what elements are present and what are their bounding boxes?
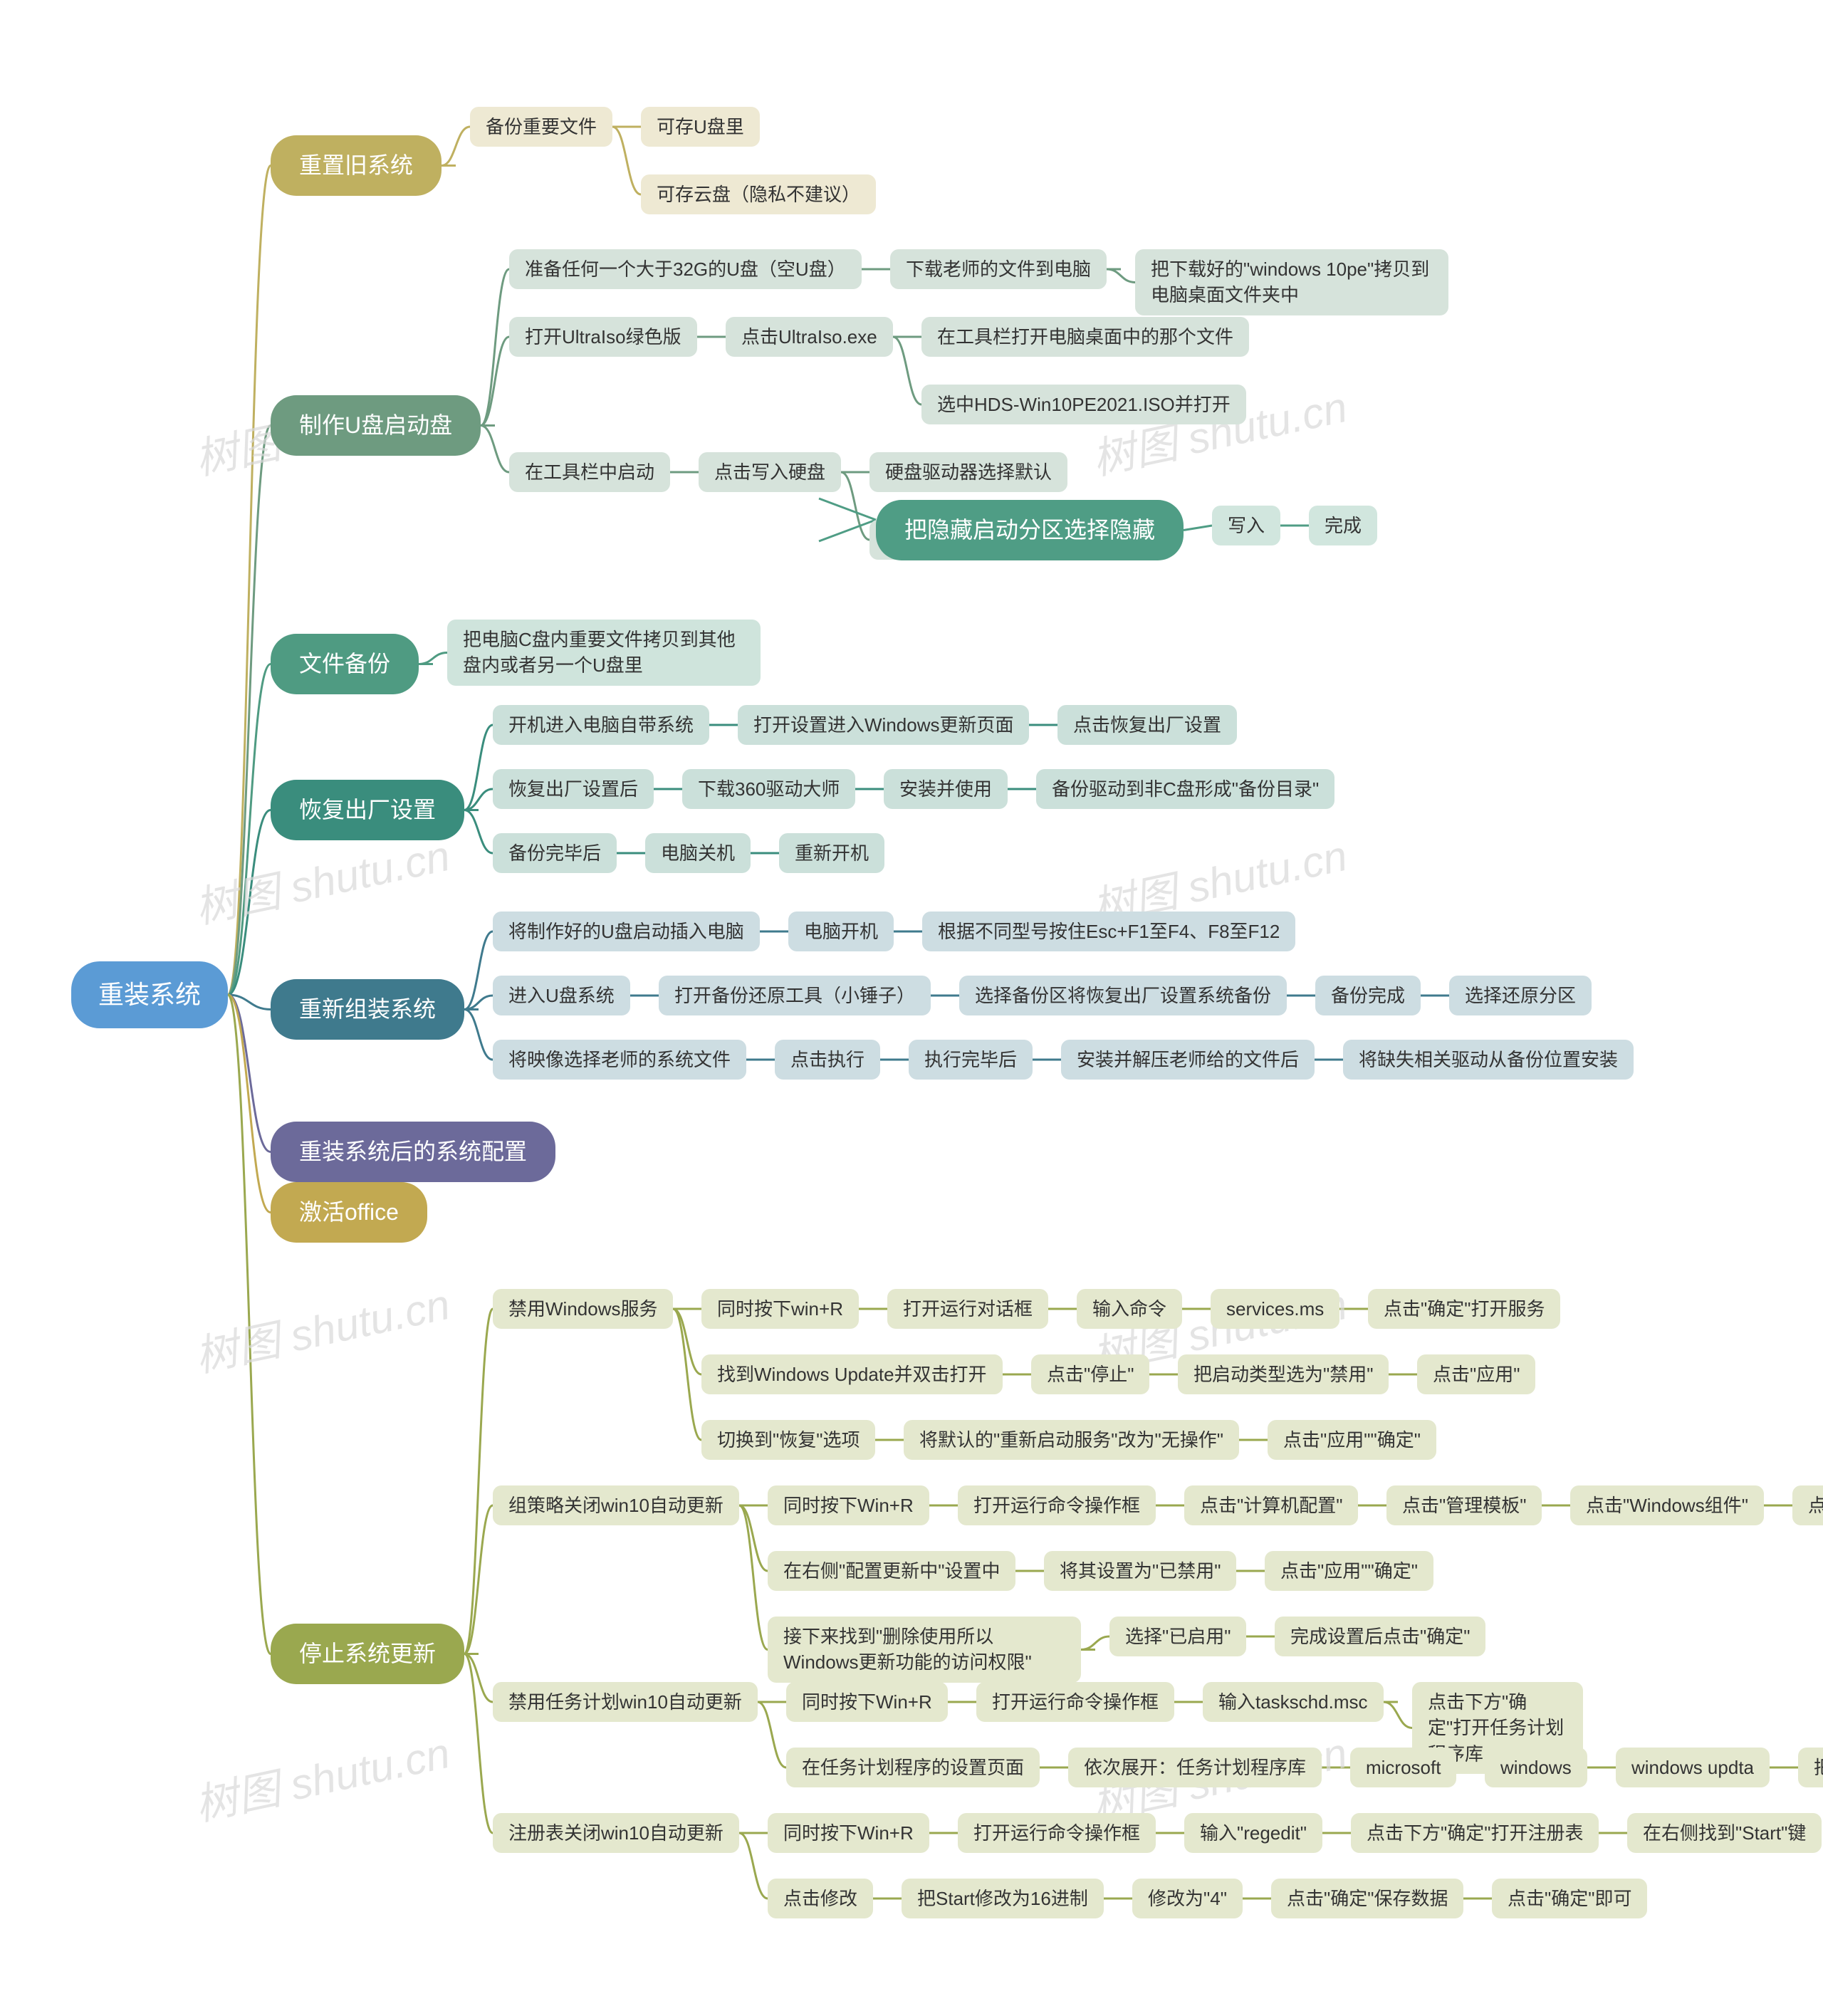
mindmap-node[interactable]: 停止系统更新 [271,1624,464,1684]
mindmap-node[interactable]: 进入U盘系统 [493,976,630,1015]
mindmap-node[interactable]: 下载360驱动大师 [682,769,855,809]
mindmap-node[interactable]: 点击恢复出厂设置 [1057,705,1237,745]
mindmap-node[interactable]: 点击"Windows更新" [1792,1485,1823,1525]
mindmap-node[interactable]: 打开设置进入Windows更新页面 [738,705,1029,745]
mindmap-node[interactable]: 点击"停止" [1031,1354,1149,1394]
mindmap-node[interactable]: 根据不同型号按住Esc+F1至F4、F8至F12 [922,912,1295,951]
mindmap-node[interactable]: 选择还原分区 [1449,976,1592,1015]
mindmap-node[interactable]: 点击"应用""确定" [1265,1551,1433,1591]
mindmap-node[interactable]: 备份完毕后 [493,833,617,873]
mindmap-node[interactable]: 把启动类型选为"禁用" [1178,1354,1389,1394]
mindmap-node[interactable]: 把里面的项目都设置为"禁用" [1798,1748,1823,1787]
mindmap-node[interactable]: 打开运行命令操作框 [958,1813,1156,1853]
mindmap-node[interactable]: 将其设置为"已禁用" [1044,1551,1236,1591]
watermark: 树图 shutu.cn [189,1270,455,1384]
mindmap-node[interactable]: 恢复出厂设置 [271,780,464,840]
mindmap-node[interactable]: 备份驱动到非C盘形成"备份目录" [1036,769,1334,809]
mindmap-node[interactable]: windows updta [1616,1748,1770,1787]
mindmap-node[interactable]: 执行完毕后 [909,1040,1033,1080]
mindmap-node[interactable]: 选择备份区将恢复出厂设置系统备份 [959,976,1287,1015]
mindmap-node[interactable]: 打开运行命令操作框 [976,1682,1174,1722]
mindmap-node[interactable]: 点击执行 [775,1040,880,1080]
mindmap-node[interactable]: 在工具栏打开电脑桌面中的那个文件 [921,317,1249,357]
mindmap-node[interactable]: 依次展开：任务计划程序库 [1068,1748,1322,1787]
mindmap-node[interactable]: 禁用任务计划win10自动更新 [493,1682,758,1722]
mindmap-node[interactable]: 打开备份还原工具（小锤子） [659,976,931,1015]
mindmap-node[interactable]: 可存U盘里 [641,107,760,147]
mindmap-node[interactable]: 重置旧系统 [271,135,442,196]
mindmap-node[interactable]: 将默认的"重新启动服务"改为"无操作" [904,1420,1239,1460]
mindmap-node[interactable]: 同时按下Win+R [768,1485,929,1525]
mindmap-node[interactable]: 在工具栏中启动 [509,452,670,492]
mindmap-node[interactable]: 点击"确定"保存数据 [1271,1879,1463,1918]
mindmap-node[interactable]: 输入命令 [1077,1289,1182,1329]
mindmap-node[interactable]: 打开运行对话框 [887,1289,1048,1329]
mindmap-node[interactable]: 点击"计算机配置" [1184,1485,1358,1525]
mindmap-node[interactable]: 文件备份 [271,634,419,694]
mindmap-node[interactable]: 把隐藏启动分区选择隐藏 [876,500,1184,560]
watermark: 树图 shutu.cn [189,1718,455,1833]
mindmap-node[interactable]: 重新开机 [779,833,884,873]
mindmap-node[interactable]: 选中HDS-Win10PE2021.ISO并打开 [921,385,1246,424]
mindmap-node[interactable]: 打开UltraIso绿色版 [509,317,697,357]
mindmap-node[interactable]: 电脑关机 [645,833,751,873]
mindmap-node[interactable]: 把电脑C盘内重要文件拷贝到其他盘内或者另一个U盘里 [447,620,761,686]
mindmap-node[interactable]: 将映像选择老师的系统文件 [493,1040,746,1080]
mindmap-node[interactable]: 点击"应用""确定" [1268,1420,1436,1460]
mindmap-node[interactable]: 输入"regedit" [1184,1813,1322,1853]
mindmap-node[interactable]: 备份完成 [1315,976,1421,1015]
mindmap-node[interactable]: 电脑开机 [788,912,894,951]
mindmap-node[interactable]: 在右侧"配置更新中"设置中 [768,1551,1015,1591]
mindmap-node[interactable]: 把下载好的"windows 10pe"拷贝到电脑桌面文件夹中 [1135,249,1448,315]
mindmap-node[interactable]: 将制作好的U盘启动插入电脑 [493,912,760,951]
mindmap-node[interactable]: 硬盘驱动器选择默认 [869,452,1067,492]
mindmap-node[interactable]: 找到Windows Update并双击打开 [701,1354,1003,1394]
mindmap-node[interactable]: 切换到"恢复"选项 [701,1420,875,1460]
mindmap-node[interactable]: 组策略关闭win10自动更新 [493,1485,739,1525]
mindmap-node[interactable]: 将缺失相关驱动从备份位置安装 [1343,1040,1634,1080]
mindmap-node[interactable]: 制作U盘启动盘 [271,395,481,456]
mindmap-node[interactable]: 注册表关闭win10自动更新 [493,1813,739,1853]
mindmap-node[interactable]: 安装并使用 [884,769,1008,809]
mindmap-node[interactable]: microsoft [1350,1748,1456,1787]
mindmap-node[interactable]: 完成设置后点击"确定" [1275,1617,1485,1656]
mindmap-node[interactable]: 完成 [1309,506,1377,545]
mindmap-node[interactable]: 禁用Windows服务 [493,1289,673,1329]
mindmap-node[interactable]: 点击"管理模板" [1386,1485,1542,1525]
mindmap-node[interactable]: 选择"已启用" [1109,1617,1246,1656]
mindmap-node[interactable]: 接下来找到"删除使用所以Windows更新功能的访问权限" [768,1617,1081,1683]
mindmap-node[interactable]: 开机进入电脑自带系统 [493,705,709,745]
mindmap-node[interactable]: 在右侧找到"Start"键 [1627,1813,1822,1853]
mindmap-node[interactable]: 同时按下win+R [701,1289,859,1329]
mindmap-node[interactable]: 点击"确定"打开服务 [1368,1289,1560,1329]
mindmap-node[interactable]: 可存云盘（隐私不建议） [641,174,876,214]
mindmap-node[interactable]: 点击"Windows组件" [1570,1485,1764,1525]
mindmap-node[interactable]: 写入 [1212,506,1280,545]
mindmap-node[interactable]: 点击"应用" [1417,1354,1535,1394]
mindmap-node[interactable]: 备份重要文件 [470,107,612,147]
mindmap-node[interactable]: 点击修改 [768,1879,873,1918]
mindmap-node[interactable]: 安装并解压老师给的文件后 [1061,1040,1315,1080]
mindmap-node[interactable]: 恢复出厂设置后 [493,769,654,809]
mindmap-node[interactable]: 修改为"4" [1132,1879,1243,1918]
mindmap-node[interactable]: 准备任何一个大于32G的U盘（空U盘） [509,249,862,289]
mindmap-node[interactable]: 点击写入硬盘 [699,452,841,492]
mindmap-node[interactable]: 点击"确定"即可 [1492,1879,1647,1918]
mindmap-node[interactable]: 把Start修改为16进制 [902,1879,1104,1918]
mindmap-canvas: 树图 shutu.cn树图 shutu.cn树图 shutu.cn树图 shut… [0,0,1823,2016]
mindmap-node[interactable]: 下载老师的文件到电脑 [890,249,1107,289]
mindmap-node[interactable]: services.ms [1211,1289,1339,1329]
mindmap-node[interactable]: 在任务计划程序的设置页面 [786,1748,1040,1787]
mindmap-node[interactable]: 激活office [271,1182,427,1243]
mindmap-node[interactable]: 同时按下Win+R [786,1682,948,1722]
mindmap-node[interactable]: 输入taskschd.msc [1203,1682,1384,1722]
mindmap-node[interactable]: windows [1485,1748,1587,1787]
mindmap-node[interactable]: 重装系统 [71,961,228,1028]
mindmap-node[interactable]: 重新组装系统 [271,979,464,1040]
mindmap-node[interactable]: 重装系统后的系统配置 [271,1122,555,1182]
mindmap-node[interactable]: 点击UltraIso.exe [726,317,893,357]
mindmap-node[interactable]: 打开运行命令操作框 [958,1485,1156,1525]
mindmap-node[interactable]: 同时按下Win+R [768,1813,929,1853]
mindmap-node[interactable]: 点击下方"确定"打开注册表 [1351,1813,1599,1853]
